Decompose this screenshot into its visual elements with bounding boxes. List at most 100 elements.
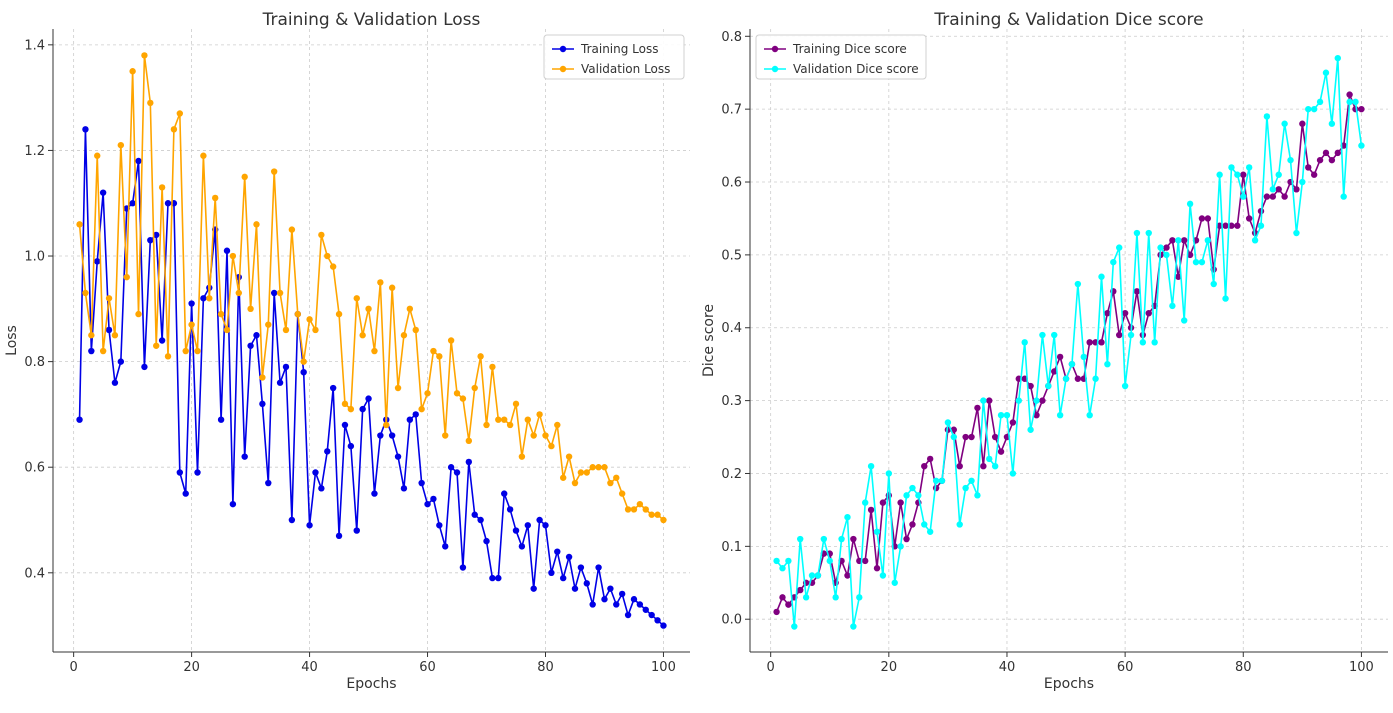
series-line — [775, 57, 1363, 628]
data-point — [785, 557, 792, 565]
data-point — [341, 400, 349, 408]
data-point — [956, 462, 963, 470]
data-point — [956, 521, 963, 528]
data-point — [867, 506, 875, 514]
data-point — [583, 469, 590, 476]
data-point — [850, 535, 857, 543]
legend-label: Training Dice score — [792, 42, 907, 56]
data-point — [1310, 105, 1318, 113]
data-point — [1098, 339, 1105, 346]
data-point — [1222, 222, 1229, 229]
data-point — [524, 416, 532, 423]
data-point — [1358, 142, 1365, 149]
data-point — [276, 379, 284, 386]
data-point — [1151, 339, 1158, 346]
x-tick-label: 80 — [537, 660, 554, 675]
data-point — [447, 464, 455, 471]
data-point — [442, 543, 449, 550]
data-point — [844, 513, 851, 521]
data-point — [406, 305, 414, 313]
data-point — [111, 332, 119, 339]
data-point — [105, 326, 113, 334]
data-point — [1133, 288, 1141, 295]
x-tick-label: 60 — [1117, 660, 1134, 675]
data-point — [1033, 397, 1040, 404]
y-axis-label: Loss — [4, 325, 20, 356]
chart-title: Training & Validation Loss — [262, 10, 481, 30]
data-point — [1228, 164, 1235, 171]
data-point — [950, 433, 958, 441]
data-point — [217, 416, 225, 423]
data-point — [270, 168, 278, 175]
data-point — [1334, 149, 1341, 157]
data-point — [1051, 368, 1058, 375]
data-point — [329, 263, 337, 270]
data-point — [559, 474, 567, 481]
data-point — [371, 490, 378, 497]
data-point — [926, 528, 934, 535]
data-point — [483, 421, 490, 429]
data-point — [306, 316, 313, 323]
data-point — [1334, 54, 1341, 62]
dice-score-chart: 0 20 40 60 80 100 0.0 0.1 0.2 0.3 0.4 0.5 0.6 0.7 0.8 T… — [701, 10, 1388, 692]
data-point — [459, 395, 467, 402]
data-point — [867, 462, 875, 470]
data-point — [495, 416, 502, 423]
data-point — [1009, 470, 1017, 477]
data-point — [1352, 98, 1359, 106]
data-point — [968, 477, 975, 484]
data-point — [229, 252, 237, 260]
data-point — [282, 326, 290, 334]
data-point — [607, 585, 614, 592]
data-point — [630, 596, 638, 603]
data-point — [170, 126, 178, 133]
data-point — [660, 516, 667, 524]
data-point — [418, 405, 425, 413]
data-point — [217, 310, 225, 318]
data-point — [1358, 105, 1365, 113]
data-point — [153, 231, 160, 239]
data-point — [844, 572, 851, 579]
data-point — [483, 537, 490, 545]
data-point — [1234, 171, 1241, 178]
data-point — [1133, 229, 1141, 237]
data-point — [223, 326, 231, 334]
data-point — [1328, 156, 1336, 164]
data-point — [400, 485, 408, 492]
legend: Training Loss Validation Loss — [543, 34, 685, 80]
data-point — [99, 189, 107, 196]
x-tick-label: 40 — [301, 660, 318, 675]
data-point — [82, 289, 89, 297]
data-point — [838, 535, 845, 543]
y-tick-label: 0.7 — [721, 103, 742, 118]
data-point — [1092, 375, 1099, 382]
data-point — [1104, 309, 1111, 317]
data-point — [642, 606, 649, 613]
data-point — [903, 492, 910, 499]
data-point — [1275, 171, 1282, 178]
series-1 — [76, 52, 667, 524]
data-point — [879, 499, 887, 506]
x-tick-label: 80 — [1235, 660, 1252, 675]
grid — [750, 29, 1388, 652]
data-point — [962, 484, 969, 492]
data-point — [997, 448, 1005, 455]
data-point — [1145, 309, 1152, 317]
data-point — [141, 363, 148, 371]
data-point — [926, 455, 934, 463]
data-point — [300, 358, 307, 365]
data-point — [891, 579, 898, 586]
data-point — [607, 479, 614, 487]
data-point — [406, 416, 414, 423]
data-point — [1121, 382, 1129, 390]
data-point — [577, 564, 585, 571]
data-point — [459, 564, 467, 571]
data-point — [312, 469, 319, 476]
data-point — [903, 535, 910, 543]
data-point — [1293, 229, 1300, 237]
data-point — [648, 511, 655, 518]
chart-title: Training & Validation Dice score — [933, 10, 1203, 30]
data-point — [980, 397, 987, 404]
data-point — [636, 601, 644, 608]
data-point — [1127, 331, 1135, 339]
